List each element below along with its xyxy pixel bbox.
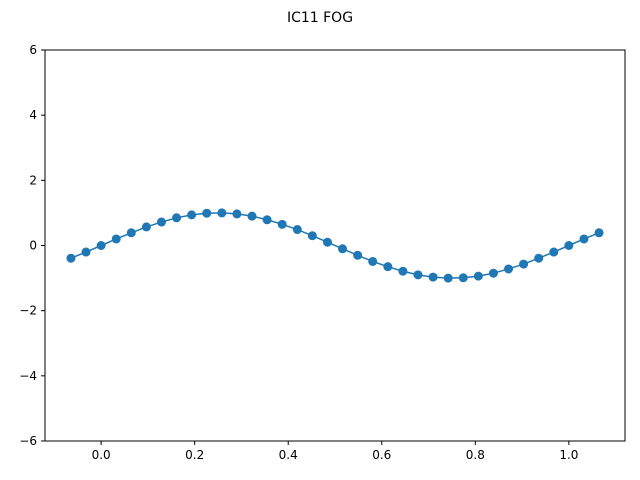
data-point (579, 234, 589, 244)
data-point (443, 273, 453, 283)
data-point (549, 247, 559, 257)
data-point (353, 250, 363, 260)
data-point (292, 225, 302, 235)
data-point (96, 241, 106, 250)
data-point (564, 241, 574, 250)
data-point (172, 213, 182, 223)
data-point (232, 209, 242, 219)
x-tick-label: 0.4 (279, 448, 298, 462)
data-point (187, 210, 197, 220)
data-point (141, 222, 151, 232)
data-point (81, 247, 91, 257)
data-point (322, 237, 332, 247)
y-tick-label: 2 (29, 173, 37, 187)
y-tick-label: 6 (29, 43, 37, 57)
data-point (594, 228, 604, 238)
x-tick-label: 0.2 (185, 448, 204, 462)
data-point (473, 271, 483, 281)
data-point (504, 264, 514, 274)
data-point (277, 219, 287, 229)
data-point (428, 272, 438, 282)
chart-title: IC11 FOG (287, 10, 353, 26)
series-layer (66, 208, 604, 283)
y-tick-label: 0 (29, 239, 37, 253)
x-axis: 0.0 0.2 0.4 0.6 0.8 1.0 (92, 441, 578, 462)
data-point (217, 208, 227, 218)
data-point (202, 208, 212, 218)
data-point (262, 215, 272, 225)
y-tick-label: −2 (19, 304, 37, 318)
data-point (156, 217, 166, 227)
data-point (307, 231, 317, 241)
data-point (398, 266, 408, 276)
series-line (70, 212, 600, 279)
x-tick-label: 0.0 (92, 448, 111, 462)
data-point (111, 234, 121, 244)
x-tick-label: 0.8 (466, 448, 485, 462)
data-point (247, 211, 257, 221)
data-point (458, 273, 468, 283)
data-point (66, 253, 76, 263)
y-tick-label: −6 (19, 434, 37, 448)
data-point (338, 244, 348, 254)
x-tick-label: 0.6 (372, 448, 391, 462)
data-point (519, 259, 529, 269)
data-point (383, 262, 393, 272)
data-point (534, 253, 544, 263)
data-point (488, 268, 498, 278)
data-point (368, 256, 378, 266)
y-axis: −6 −4 −2 0 2 4 6 (19, 43, 45, 448)
data-point (126, 228, 136, 238)
y-tick-label: 4 (29, 108, 37, 122)
x-tick-label: 1.0 (559, 448, 578, 462)
data-point (413, 270, 423, 280)
y-tick-label: −4 (19, 369, 37, 383)
